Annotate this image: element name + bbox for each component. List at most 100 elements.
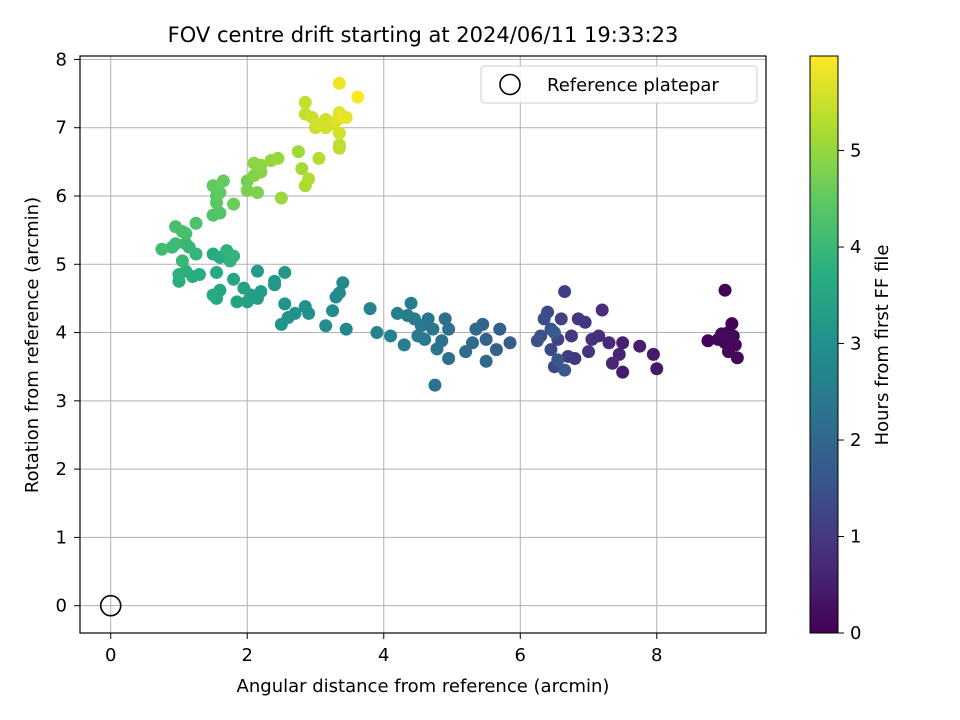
colorbar-tick-label: 5 (850, 141, 861, 162)
data-point (489, 343, 503, 357)
data-point (605, 356, 619, 370)
data-point (718, 283, 732, 297)
data-point (268, 274, 282, 288)
data-point (326, 304, 340, 318)
data-point (459, 345, 473, 359)
data-point (298, 95, 312, 109)
legend-box (480, 65, 758, 104)
data-point (530, 334, 544, 348)
y-tick-label: 2 (56, 459, 67, 480)
plot-frame (79, 55, 767, 634)
x-tick-label: 0 (105, 645, 116, 666)
data-point (363, 302, 377, 316)
data-point (404, 296, 418, 310)
data-point (564, 329, 578, 343)
data-point (339, 322, 353, 336)
data-point (537, 312, 551, 326)
colorbar-tick-label: 1 (850, 527, 861, 548)
data-point (332, 76, 346, 90)
data-point (558, 285, 572, 299)
colorbar: 0 1 2 3 4 5 Hours from first FF file (809, 55, 893, 644)
reference-point (99, 594, 122, 617)
legend-entry-label: Reference platepar (547, 75, 719, 96)
colorbar-tick-label: 3 (850, 334, 861, 355)
data-point (274, 191, 288, 205)
data-point (210, 196, 224, 210)
data-point (302, 172, 316, 186)
data-point (227, 197, 241, 211)
data-point (401, 308, 415, 322)
data-point (701, 334, 715, 348)
data-point (390, 306, 404, 320)
data-point (551, 353, 565, 367)
data-point (210, 265, 224, 279)
colorbar-gradient (809, 55, 839, 634)
y-tick-label: 8 (56, 49, 67, 70)
data-point (179, 237, 193, 251)
x-axis-ticks: 0 2 4 6 8 (105, 633, 663, 666)
data-point (633, 339, 647, 353)
data-point (585, 332, 599, 346)
data-point (724, 332, 738, 346)
data-point (216, 174, 230, 188)
data-point (442, 351, 456, 365)
y-tick-label: 1 (56, 527, 67, 548)
data-point (558, 363, 572, 377)
data-point (213, 206, 227, 220)
x-tick-label: 8 (651, 645, 662, 666)
data-point (227, 249, 241, 263)
scatter-points (155, 76, 744, 392)
data-point (254, 158, 268, 172)
data-point (291, 145, 305, 159)
data-point (725, 317, 739, 331)
y-tick-label: 6 (56, 186, 67, 207)
colorbar-tick-label: 0 (850, 623, 861, 644)
data-point (493, 322, 507, 336)
data-point (650, 362, 664, 376)
data-point (230, 295, 244, 309)
data-point (175, 254, 189, 268)
y-tick-label: 7 (56, 118, 67, 139)
data-point (319, 319, 333, 333)
data-point (250, 264, 264, 278)
data-point (544, 343, 558, 357)
data-point (271, 151, 285, 165)
data-point (465, 336, 479, 350)
data-point (616, 336, 630, 350)
chart-title: FOV centre drift starting at 2024/06/11 … (168, 23, 679, 47)
data-point (351, 90, 365, 104)
x-tick-label: 4 (378, 645, 389, 666)
data-point (503, 336, 517, 350)
data-point (602, 336, 616, 350)
data-point (479, 332, 493, 346)
data-point (612, 347, 626, 361)
data-point (240, 295, 254, 309)
colorbar-ticks: 0 1 2 3 4 5 (838, 141, 861, 644)
x-tick-label: 6 (515, 645, 526, 666)
data-point (616, 365, 630, 379)
data-point (411, 329, 425, 343)
data-point (430, 342, 444, 356)
data-point (479, 354, 493, 368)
colorbar-tick-label: 2 (850, 430, 861, 451)
data-point (336, 110, 350, 124)
data-point (571, 312, 585, 326)
data-point (206, 288, 220, 302)
y-axis-ticks: 0 1 2 3 4 5 6 7 8 (56, 49, 80, 617)
data-point (237, 281, 251, 295)
legend: Reference platepar (480, 65, 758, 104)
legend-marker-icon (499, 73, 521, 96)
data-point (175, 224, 189, 238)
data-point (442, 322, 456, 336)
data-point (329, 290, 343, 304)
colorbar-label: Hours from first FF file (872, 245, 893, 446)
data-point (274, 317, 288, 331)
x-axis-label: Angular distance from reference (arcmin) (237, 676, 610, 697)
y-tick-label: 0 (56, 596, 67, 617)
data-point (206, 247, 220, 261)
grid-lines (80, 56, 766, 633)
data-point (155, 242, 169, 256)
y-tick-label: 3 (56, 391, 67, 412)
data-point (227, 272, 241, 286)
